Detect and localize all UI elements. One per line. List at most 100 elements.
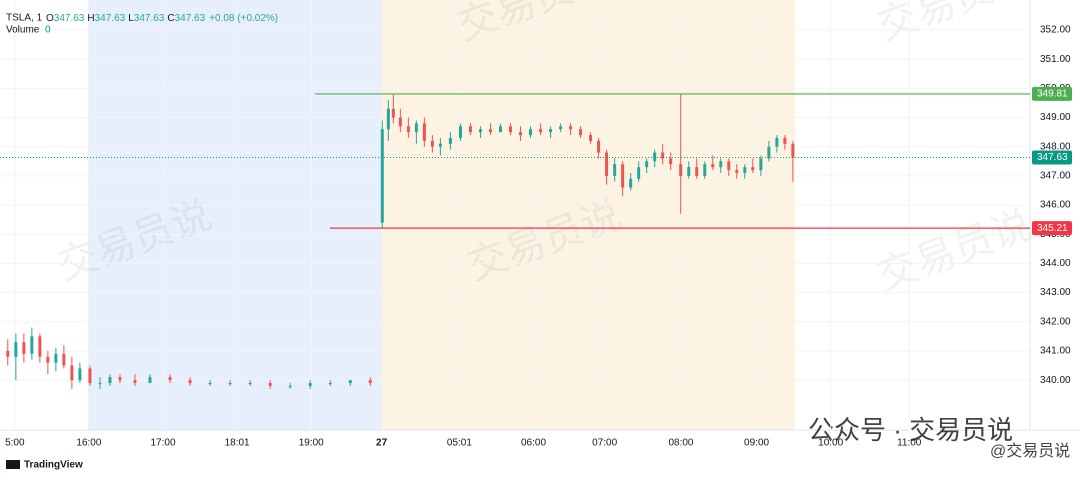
ohlc-legend: O347.63 H347.63 L347.63 C347.63 +0.08 (+0.02… [46, 13, 278, 24]
candle-body [597, 140, 601, 153]
watermark: 公众号 · 交易员说 [808, 415, 1013, 445]
x-tick-label: 05:01 [447, 438, 472, 449]
candle-body [605, 152, 609, 176]
x-tick-label: 07:00 [592, 438, 617, 449]
candle-body [108, 377, 112, 384]
candle-body [438, 143, 442, 147]
candle-body [308, 383, 312, 386]
candle-body [288, 385, 292, 387]
ohlc-value: 347.63 [54, 13, 85, 24]
candle-body [448, 137, 452, 144]
candle-body [468, 126, 472, 133]
session-shade [381, 0, 795, 430]
x-tick-label: 09:00 [744, 438, 769, 449]
candle-body [687, 167, 691, 176]
candle-body [133, 380, 137, 384]
candle-body [406, 126, 410, 133]
ohlc-value: 347.63 [134, 13, 165, 24]
last-price-label: 347.63 [1037, 152, 1068, 163]
brand-logo [6, 460, 20, 469]
candle-body [98, 383, 102, 385]
candle-body [735, 170, 739, 173]
level-label: 349.81 [1037, 89, 1068, 100]
candle-body [328, 383, 332, 385]
grid [0, 0, 1030, 430]
candle-body [46, 356, 50, 363]
x-tick-label: 06:00 [521, 438, 546, 449]
x-tick-label: 18:01 [225, 438, 250, 449]
x-tick-label: 10:00 [818, 438, 843, 449]
level-label: 345.21 [1037, 223, 1068, 234]
ohlc-key: C [167, 13, 174, 24]
watermark: 交易员说 [871, 0, 1037, 50]
y-tick-label: 347.00 [1040, 171, 1071, 182]
y-tick-label: 341.00 [1040, 346, 1071, 357]
last-price-tag [1032, 150, 1072, 165]
y-tick-label: 349.00 [1040, 112, 1071, 123]
x-tick-label: 08:00 [668, 438, 693, 449]
candle-body [589, 135, 593, 141]
candle-body [14, 342, 18, 357]
candle-body [488, 129, 492, 133]
plot [0, 93, 1030, 389]
candle-body [478, 129, 482, 133]
candle-body [30, 336, 34, 354]
candle-body [559, 126, 563, 130]
candle-body [386, 108, 390, 130]
candle-body [498, 126, 502, 133]
candle-body [6, 350, 10, 357]
x-tick-label: 11:00 [897, 438, 922, 449]
candle-body [148, 377, 152, 384]
candle-body [549, 129, 553, 133]
y-tick-label: 340.00 [1040, 375, 1071, 386]
y-tick-label: 352.00 [1040, 25, 1071, 36]
symbol: TSLA, 1 [6, 13, 43, 24]
watermark: @交易员说 [990, 442, 1070, 460]
candle-body [88, 368, 92, 384]
y-tick-label: 343.00 [1040, 287, 1071, 298]
candle-body [398, 117, 402, 127]
candle-body [422, 123, 426, 141]
candle-body [391, 108, 395, 118]
y-tick-label: 344.00 [1040, 258, 1071, 269]
candle-body [78, 368, 82, 381]
candle-body [695, 167, 699, 176]
level-tag [1032, 86, 1072, 101]
candle-body [759, 158, 763, 171]
candle-body [743, 167, 747, 173]
candle-body [579, 129, 583, 136]
brand: TradingView [6, 460, 83, 471]
legend: TSLA, 1 O347.63 H347.63 L347.63 C347.63 +0.0… [6, 13, 278, 36]
candle-body [791, 143, 795, 158]
x-tick-label: 5:00 [5, 438, 25, 449]
candle-body [645, 161, 649, 168]
candle-body [727, 161, 731, 171]
candle-body [228, 383, 232, 385]
candle-body [621, 164, 625, 188]
candle-body [430, 140, 434, 147]
candle-body [188, 380, 192, 384]
candle-body [518, 132, 522, 136]
watermark: 交易员说 [871, 202, 1037, 300]
ohlc-key: L [128, 13, 134, 24]
volume-value: 0 [45, 25, 51, 36]
candle-body [348, 380, 352, 384]
candle-body [669, 158, 673, 165]
pre-market-shade [88, 0, 381, 430]
candle-body [775, 137, 779, 147]
candle-body [368, 380, 372, 384]
volume-label: Volume [6, 25, 40, 36]
ohlc-key: O [46, 13, 54, 24]
x-tick-label: 19:00 [299, 438, 324, 449]
x-tick-label: 17:00 [151, 438, 176, 449]
candle-body [711, 164, 715, 168]
candle-body [248, 383, 252, 385]
level-tag [1032, 221, 1072, 236]
candle-body [528, 129, 532, 136]
candle-body [414, 123, 418, 133]
change: +0.08 (+0.02%) [209, 13, 278, 24]
candle-body [703, 164, 707, 176]
candle-body [54, 353, 58, 363]
candle-body [208, 383, 212, 385]
